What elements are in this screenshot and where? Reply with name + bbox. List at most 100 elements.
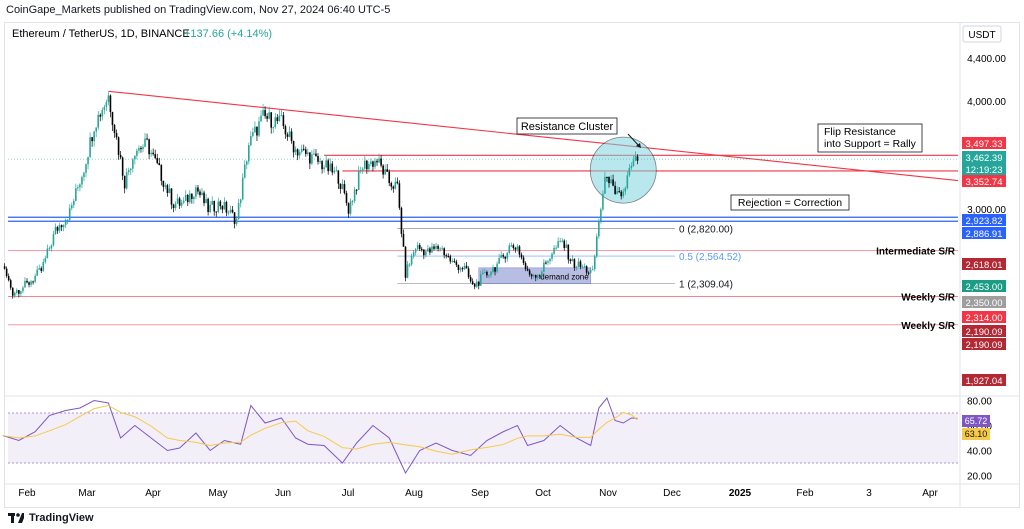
candle-body — [502, 255, 504, 257]
candle-body — [32, 281, 34, 283]
currency-badge[interactable]: USDT — [968, 30, 995, 41]
candle-body — [16, 290, 18, 293]
candle-body — [193, 196, 195, 199]
rejection-label: Rejection = Correction — [738, 197, 842, 209]
candle-body — [636, 156, 639, 161]
flip-resistance-box — [817, 123, 923, 153]
candle-body — [215, 211, 218, 213]
price-chart[interactable]: Intermediate S/R Weekly S/R Weekly S/R 0 (2… — [0, 0, 1024, 508]
candle-body — [539, 275, 541, 277]
price-tag — [962, 175, 1006, 187]
price-tag — [962, 338, 1006, 350]
candle-body — [176, 198, 179, 204]
candle-body — [245, 161, 248, 165]
candle-body — [453, 261, 456, 263]
candle-body — [11, 287, 14, 296]
candle-body — [384, 169, 386, 175]
time-tick: May — [209, 488, 228, 499]
candle-body — [359, 170, 362, 172]
price-tag-label: 2,453.00 — [966, 282, 1003, 293]
candle-body — [182, 200, 185, 203]
candle-body — [83, 172, 85, 178]
price-tag-label: 2,886.91 — [966, 229, 1003, 240]
candle-body — [203, 192, 205, 204]
candle-body — [622, 191, 625, 197]
candle-body — [81, 177, 83, 185]
candle-body — [541, 271, 543, 277]
time-tick: Apr — [145, 488, 161, 499]
candle-body — [117, 137, 120, 155]
candle-body — [107, 95, 110, 103]
time-tick: Apr — [922, 488, 938, 499]
candle-body — [227, 212, 230, 214]
candle-body — [156, 158, 159, 164]
candle-body — [296, 149, 299, 156]
candle-body — [7, 276, 10, 281]
candle-body — [345, 193, 348, 204]
candle-body — [378, 158, 380, 163]
candle-body — [461, 268, 464, 270]
candle-body — [528, 270, 531, 275]
price-tag — [962, 280, 1006, 292]
demand-zone-label: demand zone — [540, 273, 589, 282]
candle-body — [439, 248, 441, 250]
candle-body — [366, 160, 368, 170]
candle-body — [3, 266, 6, 269]
price-tag — [962, 258, 1006, 270]
candle-body — [22, 287, 24, 292]
candle-body — [99, 114, 102, 117]
candle-body — [435, 245, 437, 249]
candle-body — [211, 201, 213, 205]
price-tick: 4,000.00 — [967, 97, 1006, 108]
candle-body — [66, 219, 69, 221]
candle-body — [610, 179, 612, 184]
candle-body — [189, 193, 191, 203]
time-tick: Sep — [471, 488, 489, 499]
publisher-line: CoinGape_Markets published on TradingVie… — [6, 4, 391, 16]
candle-body — [46, 248, 49, 259]
price-tag-label: 3,497.33 — [966, 139, 1003, 150]
candle-body — [569, 259, 572, 261]
candle-body — [248, 145, 250, 162]
candle-body — [52, 233, 55, 246]
candle-body — [473, 284, 476, 287]
fib-label: 0 (2,820.00) — [679, 224, 733, 235]
candle-body — [486, 271, 488, 276]
candle-body — [414, 249, 417, 253]
candle-body — [406, 264, 409, 278]
candle-body — [561, 240, 564, 242]
candle-body — [162, 180, 165, 187]
candle-body — [178, 198, 181, 206]
candle-body — [243, 164, 246, 178]
candle-body — [427, 248, 429, 252]
candle-body — [416, 244, 419, 250]
candle-body — [392, 186, 395, 189]
candle-body — [536, 275, 539, 278]
candle-body — [213, 201, 216, 212]
footer[interactable]: TradingView — [8, 510, 94, 526]
candle-body — [288, 131, 291, 137]
candle-body — [26, 280, 28, 283]
candle-body — [276, 117, 279, 122]
candle-body — [168, 188, 171, 193]
candle-body — [545, 262, 547, 264]
candle-body — [70, 205, 73, 209]
candle-body — [75, 188, 77, 201]
candle-body — [516, 246, 519, 250]
candle-body — [197, 187, 199, 192]
candle-body — [514, 247, 517, 250]
candle-body — [256, 126, 258, 136]
flip-resistance-label-1: Flip Resistance — [824, 126, 896, 138]
candle-body — [382, 165, 384, 175]
currency-badge-box[interactable] — [962, 25, 1002, 43]
candle-body — [563, 240, 566, 248]
candle-body — [317, 155, 319, 162]
candle-body — [632, 160, 635, 166]
candle-body — [425, 251, 427, 256]
price-tag — [962, 151, 1006, 163]
candle-body — [339, 183, 342, 189]
rsi-layer — [2, 396, 638, 475]
candle-body — [351, 200, 354, 202]
candle-body — [172, 204, 175, 209]
candle-body — [28, 282, 30, 285]
